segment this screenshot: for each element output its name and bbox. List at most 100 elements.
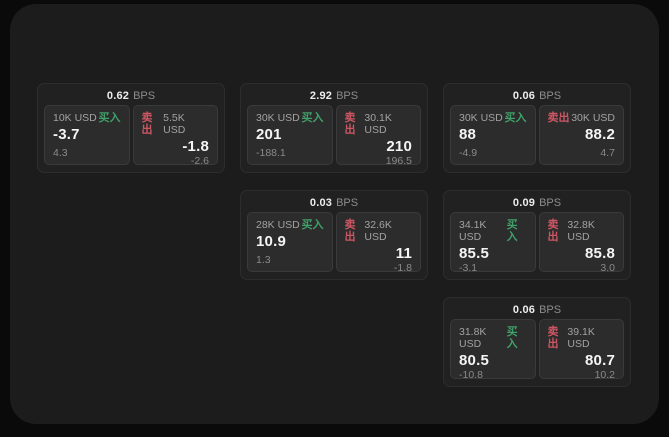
buy-top-row: 31.8K USD 买入 <box>459 326 527 350</box>
quote-card: 0.06 BPS 31.8K USD 买入 80.5 -10.8 卖出 39.1… <box>443 297 631 387</box>
sell-top-row: 卖出 30.1K USD <box>345 112 413 136</box>
sell-price: -1.8 <box>182 138 209 155</box>
bps-value: 0.09 <box>512 197 536 209</box>
sell-quote-tile[interactable]: 卖出 5.5K USD -1.8 -2.6 <box>132 105 218 167</box>
buy-notional: 10K USD <box>53 112 97 124</box>
sell-price: 11 <box>395 245 412 262</box>
sell-sub-value: 196.5 <box>385 155 412 167</box>
buy-top-row: 10K USD 买入 <box>53 112 121 124</box>
card-header: 0.09 BPS <box>444 191 630 212</box>
buy-top-row: 30K USD 买入 <box>459 112 527 124</box>
sell-notional: 39.1K USD <box>567 326 595 350</box>
sell-quote-tile[interactable]: 卖出 30.1K USD 210 196.5 <box>335 105 421 167</box>
buy-sub-value: -4.9 <box>459 147 478 159</box>
buy-side-label: 买入 <box>98 112 121 124</box>
quote-card: 0.09 BPS 34.1K USD 买入 85.5 -3.1 卖出 32.8K… <box>443 190 631 280</box>
buy-top-row: 30K USD 买入 <box>256 112 324 124</box>
sell-price: 88.2 <box>585 126 615 143</box>
buy-quote-tile[interactable]: 30K USD 买入 201 -188.1 <box>247 105 333 165</box>
card-header: 2.92 BPS <box>241 84 427 105</box>
card-header: 0.06 BPS <box>444 298 630 319</box>
sell-side-label: 卖出 <box>547 219 559 243</box>
sell-side-label: 卖出 <box>547 112 570 124</box>
bps-unit-label: BPS <box>539 90 562 102</box>
buy-quote-tile[interactable]: 31.8K USD 买入 80.5 -10.8 <box>450 319 536 381</box>
card-header: 0.06 BPS <box>444 84 630 105</box>
card-body: 10K USD 买入 -3.7 4.3 卖出 5.5K USD -1.8 -2.… <box>38 105 224 167</box>
sell-notional: 5.5K USD <box>163 112 186 136</box>
card-body: 30K USD 买入 201 -188.1 卖出 30.1K USD 210 1… <box>241 105 427 167</box>
buy-sub-value: -3.1 <box>459 262 478 274</box>
card-body: 31.8K USD 买入 80.5 -10.8 卖出 39.1K USD 80.… <box>444 319 630 381</box>
sell-sub-value: 4.7 <box>600 147 615 159</box>
sell-quote-tile[interactable]: 卖出 32.6K USD 11 -1.8 <box>335 212 421 274</box>
buy-top-row: 34.1K USD 买入 <box>459 219 527 243</box>
bps-value: 0.03 <box>309 197 333 209</box>
bps-value: 0.62 <box>106 90 130 102</box>
bps-value: 0.06 <box>512 304 536 316</box>
sell-notional: 30K USD <box>571 112 615 124</box>
sell-price: 210 <box>386 138 412 155</box>
buy-side-label: 买入 <box>504 112 527 124</box>
sell-sub-value: 3.0 <box>600 262 615 274</box>
buy-quote-tile[interactable]: 34.1K USD 买入 85.5 -3.1 <box>450 212 536 274</box>
buy-notional: 30K USD <box>459 112 503 124</box>
buy-notional: 31.8K USD <box>459 326 487 350</box>
buy-quote-tile[interactable]: 30K USD 买入 88 -4.9 <box>450 105 536 165</box>
buy-sub-value: -188.1 <box>256 147 286 159</box>
buy-notional: 30K USD <box>256 112 300 124</box>
sell-sub-value: 10.2 <box>594 369 615 381</box>
buy-side-label: 买入 <box>506 219 518 243</box>
buy-quote-tile[interactable]: 28K USD 买入 10.9 1.3 <box>247 212 333 272</box>
quote-card: 0.62 BPS 10K USD 买入 -3.7 4.3 卖出 5.5K USD… <box>37 83 225 173</box>
sell-side-label: 卖出 <box>344 112 356 136</box>
sell-quote-tile[interactable]: 卖出 32.8K USD 85.8 3.0 <box>538 212 624 274</box>
card-body: 30K USD 买入 88 -4.9 卖出 30K USD 88.2 4.7 <box>444 105 630 165</box>
buy-sub-value: -10.8 <box>459 369 483 381</box>
sell-quote-tile[interactable]: 卖出 30K USD 88.2 4.7 <box>538 105 624 165</box>
buy-notional: 28K USD <box>256 219 300 231</box>
buy-side-label: 买入 <box>301 112 324 124</box>
sell-sub-value: -2.6 <box>190 155 209 167</box>
quote-card: 0.06 BPS 30K USD 买入 88 -4.9 卖出 30K USD 8… <box>443 83 631 173</box>
buy-price: -3.7 <box>53 126 80 143</box>
buy-price: 88 <box>459 126 477 143</box>
buy-side-label: 买入 <box>506 326 518 350</box>
sell-top-row: 卖出 30K USD <box>548 112 616 124</box>
buy-notional: 34.1K USD <box>459 219 487 243</box>
buy-quote-tile[interactable]: 10K USD 买入 -3.7 4.3 <box>44 105 130 165</box>
buy-sub-value: 1.3 <box>256 254 271 266</box>
quote-card: 0.03 BPS 28K USD 买入 10.9 1.3 卖出 32.6K US… <box>240 190 428 280</box>
card-header: 0.62 BPS <box>38 84 224 105</box>
sell-price: 80.7 <box>585 352 615 369</box>
sell-top-row: 卖出 32.8K USD <box>548 219 616 243</box>
card-header: 0.03 BPS <box>241 191 427 212</box>
sell-top-row: 卖出 5.5K USD <box>142 112 210 136</box>
card-body: 28K USD 买入 10.9 1.3 卖出 32.6K USD 11 -1.8 <box>241 212 427 274</box>
bps-unit-label: BPS <box>133 90 156 102</box>
sell-quote-tile[interactable]: 卖出 39.1K USD 80.7 10.2 <box>538 319 624 381</box>
sell-notional: 32.8K USD <box>567 219 595 243</box>
bps-value: 0.06 <box>512 90 536 102</box>
sell-side-label: 卖出 <box>141 112 153 136</box>
sell-side-label: 卖出 <box>547 326 559 350</box>
sell-notional: 32.6K USD <box>364 219 392 243</box>
bps-value: 2.92 <box>309 90 333 102</box>
quote-card-grid: 0.62 BPS 10K USD 买入 -3.7 4.3 卖出 5.5K USD… <box>37 83 631 387</box>
bps-unit-label: BPS <box>539 304 562 316</box>
main-panel: 0.62 BPS 10K USD 买入 -3.7 4.3 卖出 5.5K USD… <box>10 4 659 424</box>
buy-price: 10.9 <box>256 233 286 250</box>
buy-price: 201 <box>256 126 282 143</box>
buy-price: 85.5 <box>459 245 489 262</box>
buy-price: 80.5 <box>459 352 489 369</box>
quote-card: 2.92 BPS 30K USD 买入 201 -188.1 卖出 30.1K … <box>240 83 428 173</box>
sell-side-label: 卖出 <box>344 219 356 243</box>
sell-top-row: 卖出 39.1K USD <box>548 326 616 350</box>
sell-top-row: 卖出 32.6K USD <box>345 219 413 243</box>
bps-unit-label: BPS <box>336 90 359 102</box>
sell-sub-value: -1.8 <box>393 262 412 274</box>
bps-unit-label: BPS <box>539 197 562 209</box>
sell-notional: 30.1K USD <box>364 112 392 136</box>
buy-side-label: 买入 <box>301 219 324 231</box>
buy-sub-value: 4.3 <box>53 147 68 159</box>
